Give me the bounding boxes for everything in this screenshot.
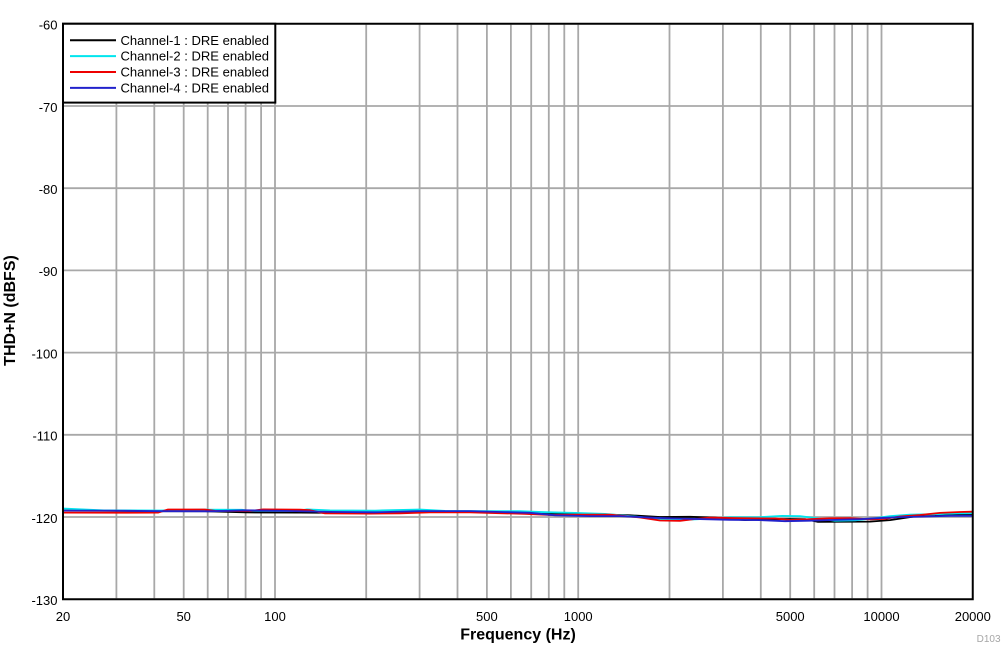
svg-text:-130: -130 <box>31 593 57 608</box>
svg-text:Channel-2 : DRE enabled: Channel-2 : DRE enabled <box>121 49 270 64</box>
svg-text:-90: -90 <box>39 264 58 279</box>
svg-text:20: 20 <box>56 609 70 624</box>
svg-text:-60: -60 <box>39 18 58 33</box>
svg-text:1000: 1000 <box>564 609 593 624</box>
svg-text:-70: -70 <box>39 100 58 115</box>
svg-text:THD+N (dBFS): THD+N (dBFS) <box>2 255 19 366</box>
svg-text:50: 50 <box>176 609 190 624</box>
svg-text:-80: -80 <box>39 182 58 197</box>
svg-text:-100: -100 <box>31 346 57 361</box>
svg-text:-120: -120 <box>31 511 57 526</box>
svg-text:-110: -110 <box>32 429 57 444</box>
svg-text:Channel-1 : DRE enabled: Channel-1 : DRE enabled <box>121 33 270 48</box>
svg-text:500: 500 <box>476 609 498 624</box>
svg-text:D103: D103 <box>977 634 1001 645</box>
svg-text:Channel-4 : DRE enabled: Channel-4 : DRE enabled <box>121 81 270 96</box>
svg-text:Frequency (Hz): Frequency (Hz) <box>460 627 576 644</box>
svg-text:10000: 10000 <box>863 609 899 624</box>
svg-text:20000: 20000 <box>955 609 991 624</box>
svg-text:5000: 5000 <box>776 609 805 624</box>
svg-text:100: 100 <box>264 609 286 624</box>
svg-text:Channel-3 : DRE enabled: Channel-3 : DRE enabled <box>121 65 270 80</box>
